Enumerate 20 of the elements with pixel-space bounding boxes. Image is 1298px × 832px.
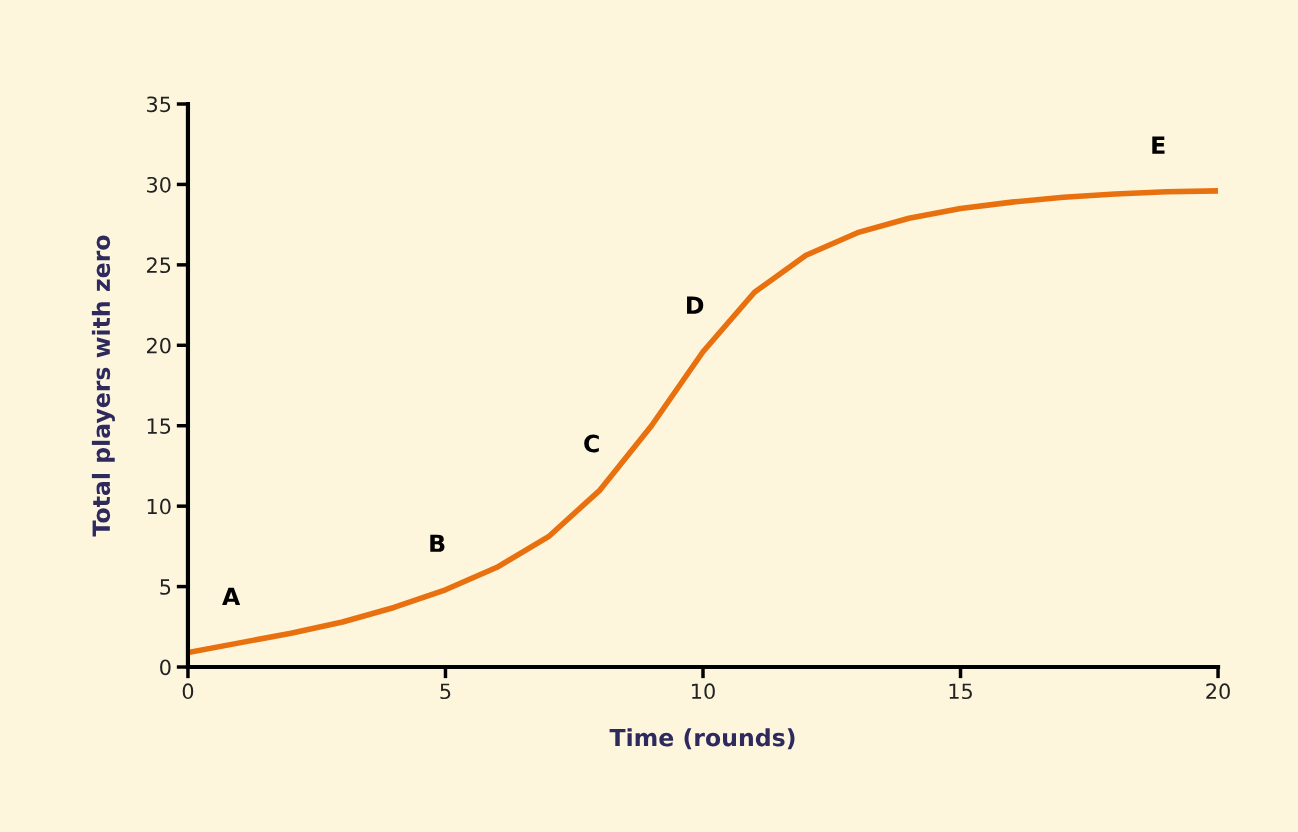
x-tick-label: 15 <box>949 683 972 700</box>
annotation: B <box>430 534 445 552</box>
x-tick-label: 20 <box>1206 683 1230 700</box>
y-tick-label: 0 <box>160 659 171 676</box>
y-tick-label: 25 <box>146 257 171 274</box>
y-tick-label: 20 <box>146 337 171 354</box>
y-axis-title: Total players with zero <box>91 235 115 537</box>
annotation: C <box>584 434 599 453</box>
x-axis-title: Time (rounds) <box>609 728 795 750</box>
annotation: A <box>222 587 241 605</box>
annotation: D <box>687 296 704 314</box>
y-tick-label: 35 <box>147 96 171 113</box>
y-tick-label: 10 <box>147 498 171 515</box>
y-tick-label: 30 <box>147 176 171 193</box>
x-tick-label: 5 <box>440 683 451 700</box>
x-tick-label: 0 <box>182 683 194 700</box>
y-tick-label: 15 <box>147 418 171 434</box>
annotation: E <box>1152 136 1165 154</box>
y-tick-label: 5 <box>160 579 171 595</box>
x-tick-label: 10 <box>692 683 715 700</box>
